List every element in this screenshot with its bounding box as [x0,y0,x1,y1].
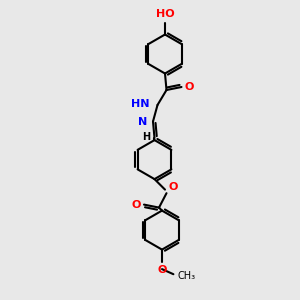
Text: O: O [169,182,178,192]
Text: O: O [131,200,140,210]
Text: H: H [142,131,150,142]
Text: N: N [138,116,147,127]
Text: O: O [157,265,167,275]
Text: CH₃: CH₃ [178,271,196,281]
Text: HN: HN [131,98,150,109]
Text: HO: HO [156,9,174,19]
Text: O: O [184,82,194,92]
